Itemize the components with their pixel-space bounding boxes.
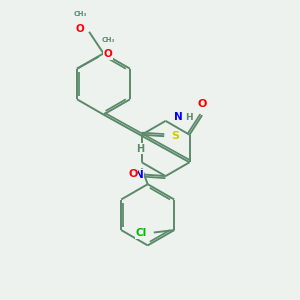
Text: O: O <box>197 99 207 109</box>
Text: O: O <box>104 49 112 59</box>
Text: S: S <box>172 131 180 141</box>
Text: H: H <box>185 113 193 122</box>
Text: H: H <box>136 144 145 154</box>
Text: N: N <box>135 170 144 180</box>
Text: CH₃: CH₃ <box>74 11 87 17</box>
Text: CH₃: CH₃ <box>101 37 115 43</box>
Text: Cl: Cl <box>136 228 147 238</box>
Text: O: O <box>76 24 85 34</box>
Text: N: N <box>174 112 183 122</box>
Text: O: O <box>128 169 138 179</box>
